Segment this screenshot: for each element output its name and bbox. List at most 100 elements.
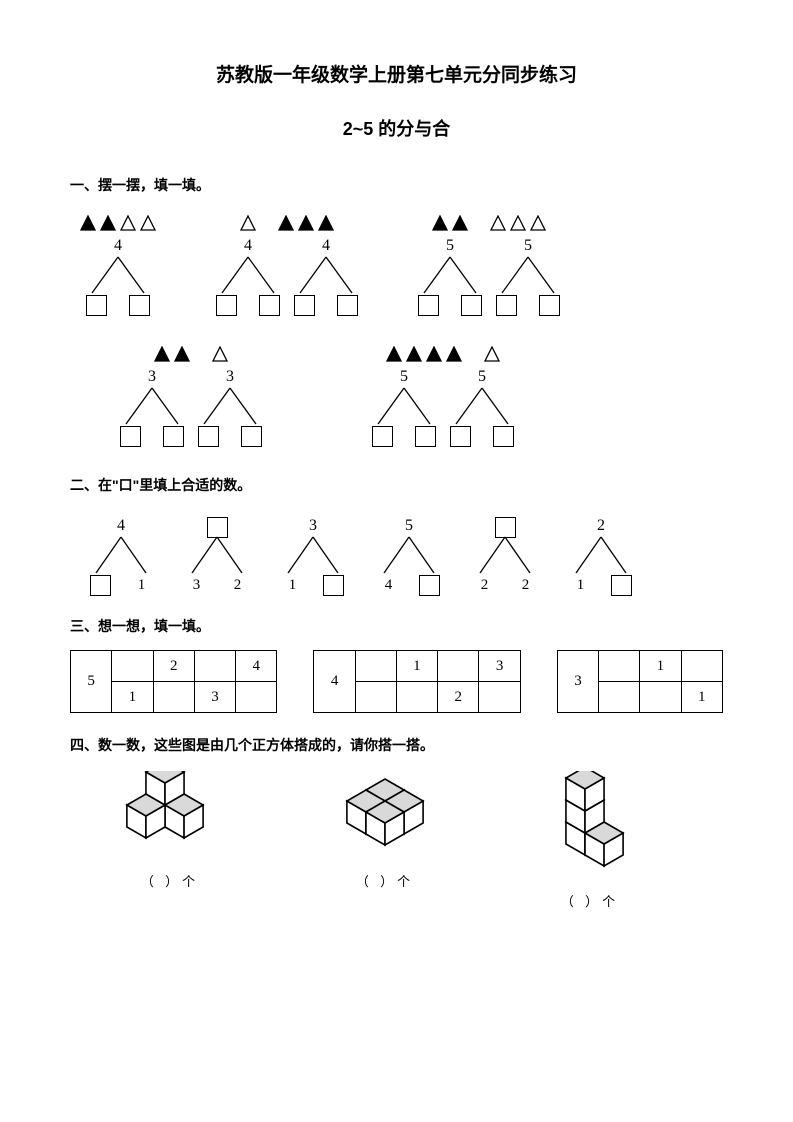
branch-top: 5 [478, 368, 486, 385]
table-cell[interactable] [355, 651, 396, 682]
cube-caption[interactable]: （ ）个 [356, 871, 414, 890]
number-branch: 32 [186, 517, 248, 596]
answer-box[interactable] [86, 295, 107, 316]
answer-box[interactable] [337, 295, 358, 316]
answer-box[interactable] [129, 295, 150, 316]
triangle-icon [530, 215, 546, 231]
table-cell[interactable] [599, 651, 640, 682]
table-cell[interactable]: 4 [236, 651, 277, 682]
table-cell[interactable] [396, 682, 437, 713]
branch-value: 3 [186, 575, 207, 596]
number-branch: 22 [474, 517, 536, 596]
q1-group: 5 5 [372, 340, 514, 447]
triangle-icon [432, 215, 448, 231]
number-branch: 4 [294, 237, 358, 316]
answer-box[interactable] [450, 426, 471, 447]
q1-row1: 4 4 4 [80, 209, 723, 316]
answer-box[interactable] [90, 575, 111, 596]
branch-top: 3 [148, 368, 156, 385]
answer-box[interactable] [493, 426, 514, 447]
table-cell[interactable]: 2 [153, 651, 194, 682]
table-cell[interactable] [112, 651, 153, 682]
answer-box[interactable] [294, 295, 315, 316]
table-cell[interactable]: 3 [194, 682, 235, 713]
page-title: 苏教版一年级数学上册第七单元分同步练习 [70, 60, 723, 87]
branch-value: 1 [282, 575, 303, 596]
triangle-icon [510, 215, 526, 231]
triangle-icon [212, 346, 228, 362]
table-cell[interactable] [640, 682, 681, 713]
branch-top: 5 [446, 237, 454, 254]
answer-box[interactable] [259, 295, 280, 316]
answer-box[interactable] [461, 295, 482, 316]
answer-box[interactable] [323, 575, 344, 596]
triangle-icon [446, 346, 462, 362]
triangle-icon [140, 215, 156, 231]
table-cell[interactable] [153, 682, 194, 713]
section-4-heading: 四、数一数，这些图是由几个正方体搭成的，请你搭一搭。 [70, 735, 723, 755]
branch-top: 4 [322, 237, 330, 254]
triangle-icon [120, 215, 136, 231]
table-cell[interactable] [194, 651, 235, 682]
branch-value: 1 [570, 575, 591, 596]
branch-top: 3 [309, 517, 317, 534]
q3-tables: 524 13 413 2 31 1 [70, 650, 723, 713]
branch-top: 4 [117, 517, 125, 534]
answer-box[interactable] [216, 295, 237, 316]
table-cell[interactable]: 1 [396, 651, 437, 682]
number-branch: 5 [418, 237, 482, 316]
number-branch: 5 [372, 368, 436, 447]
cube-caption[interactable]: （ ）个 [141, 871, 199, 890]
answer-box[interactable] [163, 426, 184, 447]
q1-group: 5 5 [418, 209, 560, 316]
table-cell[interactable]: 3 [479, 651, 520, 682]
answer-box[interactable] [120, 426, 141, 447]
branch-top: 4 [244, 237, 252, 254]
table-cell[interactable] [438, 651, 479, 682]
triangle-icon [240, 215, 256, 231]
answer-box[interactable] [415, 426, 436, 447]
table-cell[interactable] [599, 682, 640, 713]
triangle-icon [154, 346, 170, 362]
triangle-icon [386, 346, 402, 362]
number-branch: 2 1 [570, 517, 632, 596]
section-2-heading: 二、在"口"里填上合适的数。 [70, 475, 723, 495]
split-table: 524 13 [70, 650, 277, 713]
table-cell[interactable]: 1 [112, 682, 153, 713]
number-branch: 4 1 [90, 517, 152, 596]
table-cell[interactable]: 1 [681, 682, 722, 713]
answer-box[interactable] [539, 295, 560, 316]
table-cell[interactable] [236, 682, 277, 713]
q1-group: 3 3 [120, 340, 262, 447]
answer-box[interactable] [419, 575, 440, 596]
branch-value: 2 [515, 575, 536, 596]
answer-box[interactable] [418, 295, 439, 316]
answer-box[interactable] [241, 426, 262, 447]
table-cell[interactable]: 2 [438, 682, 479, 713]
branch-value: 2 [227, 575, 248, 596]
triangle-icon [452, 215, 468, 231]
page-subtitle: 2~5 的分与合 [70, 115, 723, 141]
split-table: 4 1 3 2 [313, 650, 520, 713]
q1-group: 4 4 [216, 209, 358, 316]
branch-value: 4 [378, 575, 399, 596]
q1-group: 4 [80, 209, 156, 316]
table-cell[interactable]: 1 [640, 651, 681, 682]
branch-top: 3 [226, 368, 234, 385]
q2-row: 4 1 32 3 1 5 4 22 2 [90, 517, 723, 596]
table-left-cell: 4 [314, 651, 355, 713]
cube-figure-3: （ ）个 [540, 771, 640, 910]
answer-box[interactable] [496, 295, 517, 316]
triangle-icon [278, 215, 294, 231]
table-cell[interactable] [479, 682, 520, 713]
table-cell[interactable] [681, 651, 722, 682]
cube-caption[interactable]: （ ）个 [561, 891, 619, 910]
answer-box[interactable] [372, 426, 393, 447]
answer-box[interactable] [198, 426, 219, 447]
triangle-icon [406, 346, 422, 362]
table-cell[interactable] [355, 682, 396, 713]
section-3-heading: 三、想一想，填一填。 [70, 616, 723, 636]
cube-figure-1: （ ）个 [110, 771, 230, 910]
answer-box[interactable] [611, 575, 632, 596]
branch-top: 5 [400, 368, 408, 385]
